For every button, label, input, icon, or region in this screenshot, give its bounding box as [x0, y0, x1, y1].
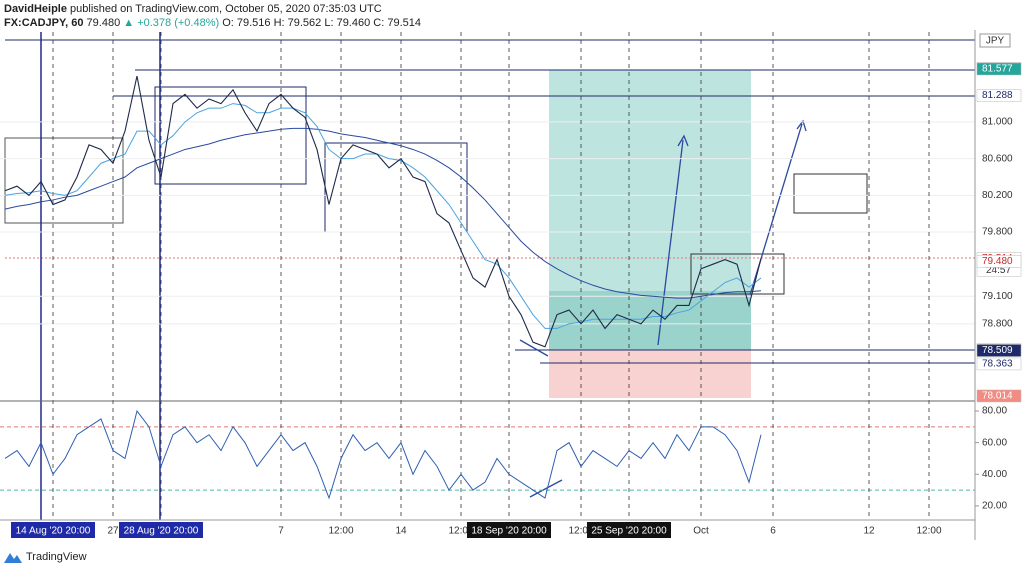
brand: TradingView: [26, 551, 87, 563]
x-tick-label: 28 Aug '20 20:00: [124, 526, 199, 537]
time-label-box: [11, 522, 95, 538]
price-label: 78.509: [982, 345, 1013, 356]
x-tick-label: 7: [278, 526, 284, 537]
series-line: [4, 103, 762, 329]
series-line: [4, 127, 762, 299]
countdown: 24:57: [986, 265, 1011, 276]
trend-line: [519, 339, 549, 357]
rsi-tick-label: 80.00: [982, 406, 1007, 417]
price-label-box: [976, 389, 1022, 403]
last: 79.480: [86, 17, 121, 29]
axes: 81.000 80.600 80.200 79.800 79.100 78.800 80.0…: [11, 62, 1022, 538]
box: [793, 173, 868, 214]
y-tick-label: 80.200: [982, 190, 1013, 201]
entry-zone: [549, 291, 751, 350]
time-label-box: [467, 522, 551, 538]
published: published on TradingView.com, October 05…: [70, 3, 382, 15]
currency: JPY: [986, 36, 1005, 47]
price-label-box: [976, 89, 1022, 102]
rsi-tick-label: 60.00: [982, 437, 1007, 448]
x-tick-label: 25 Sep '20 20:00: [591, 526, 667, 537]
loss-zone: [549, 350, 751, 398]
price-label-box: [976, 344, 1022, 357]
price-label-box: [976, 357, 1022, 371]
series-line: [4, 75, 762, 348]
price-label: 78.363: [982, 359, 1013, 370]
price-label-box: [976, 62, 1022, 76]
background: [0, 30, 1024, 548]
x-tick-label: Oct: [693, 526, 709, 537]
y-tick-label: 79.100: [982, 291, 1013, 302]
y-tick-label: 79.800: [982, 227, 1013, 238]
x-tick-label: 18 Sep '20 20:00: [471, 526, 547, 537]
plot: [4, 75, 762, 500]
header-line-1: DavidHeiple published on TradingView.com…: [4, 3, 382, 15]
price-label: 81.577: [982, 64, 1013, 75]
x-tick-label: 12:00: [328, 526, 353, 537]
box: [690, 253, 785, 295]
price-label: 79.480: [982, 256, 1013, 267]
x-tick-label: 14: [395, 526, 407, 537]
x-tick-label: 12:00: [916, 526, 941, 537]
time-label-box: [119, 522, 203, 538]
y-tick-label: 80.600: [982, 153, 1013, 164]
price-label-box: [976, 255, 1022, 268]
time-label-box: [587, 522, 671, 538]
x-tick-label: 12: [863, 526, 875, 537]
box: [4, 137, 124, 224]
price-label: 81.288: [982, 90, 1013, 101]
change: ▲ +0.378 (+0.48%): [123, 17, 220, 29]
footer: TradingView: [4, 551, 87, 563]
ohlc: O: 79.516 H: 79.562 L: 79.460 C: 79.514: [222, 17, 421, 29]
rsi-tick-label: 40.00: [982, 469, 1007, 480]
x-tick-label: 12:00: [448, 526, 473, 537]
x-tick-label: 12:00: [568, 526, 593, 537]
chart: 81.000 80.600 80.200 79.800 79.100 78.800 80.0…: [0, 30, 1024, 548]
currency-box: [979, 33, 1011, 48]
symbol: FX:CADJPY, 60: [4, 17, 84, 29]
box: [154, 86, 307, 185]
y-tick-label: 78.800: [982, 318, 1013, 329]
arrow: [657, 134, 689, 346]
grid: [0, 32, 979, 520]
x-tick-label: 6: [770, 526, 776, 537]
price-label: 78.014: [982, 391, 1013, 402]
logo: [4, 553, 22, 563]
y-tick-label: 81.000: [982, 117, 1013, 128]
x-tick-label: 14 Aug '20 20:00: [16, 526, 91, 537]
publisher: DavidHeiple: [4, 3, 67, 15]
series-line: [4, 409, 762, 500]
rsi-tick-label: 20.00: [982, 501, 1007, 512]
header-line-2: FX:CADJPY, 60 79.480 ▲ +0.378 (+0.48%) O…: [4, 17, 421, 29]
x-tick-label: 27: [107, 526, 119, 537]
trend-line: [529, 479, 563, 498]
